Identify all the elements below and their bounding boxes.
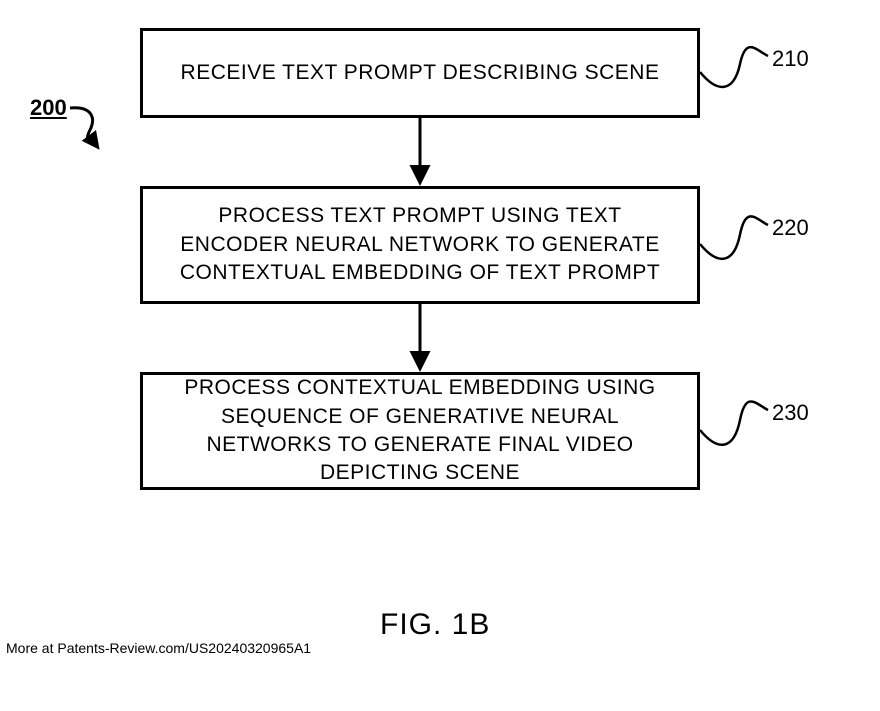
flow-node-210: RECEIVE TEXT PROMPT DESCRIBING SCENE xyxy=(140,28,700,118)
figure-caption: FIG. 1B xyxy=(380,608,490,642)
ref-label-220: 220 xyxy=(772,215,809,241)
flow-node-230: PROCESS CONTEXTUAL EMBEDDING USING SEQUE… xyxy=(140,372,700,490)
flow-node-230-text: PROCESS CONTEXTUAL EMBEDDING USING SEQUE… xyxy=(163,374,677,487)
ref-label-230: 230 xyxy=(772,400,809,426)
flow-node-220-text: PROCESS TEXT PROMPT USING TEXT ENCODER N… xyxy=(163,202,677,287)
flow-node-210-text: RECEIVE TEXT PROMPT DESCRIBING SCENE xyxy=(181,59,660,87)
footer-text: More at Patents-Review.com/US20240320965… xyxy=(6,640,311,656)
flowchart-canvas: RECEIVE TEXT PROMPT DESCRIBING SCENE PRO… xyxy=(0,0,880,711)
figure-ref-200: 200 xyxy=(30,95,67,121)
ref-label-210: 210 xyxy=(772,46,809,72)
flow-node-220: PROCESS TEXT PROMPT USING TEXT ENCODER N… xyxy=(140,186,700,304)
